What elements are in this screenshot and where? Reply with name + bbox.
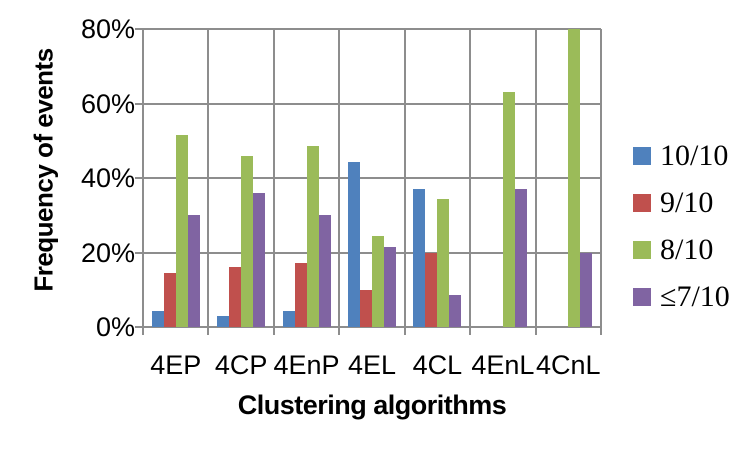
x-tick-label: 4EP [150, 350, 202, 380]
gridline-vertical [338, 29, 341, 327]
legend-label: ≤7/10 [660, 280, 730, 313]
bar-4EL-9/10 [360, 290, 372, 327]
bar-4EnP-9/10 [294, 262, 307, 327]
x-tick-label: 4CL [412, 350, 463, 380]
bar-4CP-≤7/10 [253, 192, 266, 327]
y-tick-label: 40% [80, 163, 135, 193]
x-axis-tick [469, 327, 472, 335]
y-axis-tick [135, 28, 143, 30]
bar-4EnP-≤7/10 [318, 215, 331, 327]
bar-4CP-10/10 [217, 315, 230, 327]
bar-4CnL-8/10 [568, 29, 581, 327]
gridline-vertical [207, 29, 210, 327]
legend-item: 10/10 [633, 139, 730, 172]
gridline-horizontal [143, 326, 601, 328]
y-axis-tick [135, 102, 143, 105]
legend-label: 10/10 [660, 139, 729, 172]
x-tick-label: 4EL [347, 350, 397, 380]
bar-4CP-8/10 [241, 156, 254, 327]
legend-swatch [633, 147, 651, 165]
x-tick-label: 4EnL [471, 350, 535, 380]
legend-label: 8/10 [660, 233, 714, 266]
gridline-vertical [403, 29, 406, 327]
legend-item: 8/10 [633, 233, 730, 266]
bar-4EL-8/10 [372, 236, 384, 327]
x-axis-tick [534, 327, 537, 335]
gridline-horizontal [143, 102, 601, 105]
gridline-vertical [469, 29, 472, 327]
y-tick-label: 80% [80, 14, 135, 44]
y-axis-tick [135, 177, 143, 179]
x-axis-tick [272, 327, 275, 335]
y-axis-tick [135, 326, 143, 328]
y-axis-tick [135, 251, 143, 254]
gridline-horizontal [143, 177, 601, 179]
legend-swatch [633, 288, 651, 306]
bar-4EL-≤7/10 [384, 247, 396, 327]
x-axis-tick [600, 327, 602, 335]
legend: 10/10 9/10 8/10 ≤7/10 [633, 139, 730, 330]
bar-4EnP-8/10 [306, 145, 319, 327]
x-axis-tick [142, 327, 144, 335]
bar-4EnP-10/10 [282, 310, 295, 327]
x-tick-label: 4CP [214, 350, 268, 380]
y-tick-label: 20% [80, 237, 135, 268]
legend-swatch [633, 241, 651, 259]
bar-4EP-≤7/10 [187, 215, 200, 327]
legend-label: 9/10 [660, 186, 714, 219]
x-axis-tick [338, 327, 341, 335]
bar-4CL-9/10 [425, 252, 438, 327]
bar-4CL-8/10 [437, 199, 450, 327]
x-axis-tick [207, 327, 210, 335]
y-tick-label: 60% [80, 88, 135, 119]
x-tick-label: 4CnL [536, 350, 601, 380]
legend-item: ≤7/10 [633, 280, 730, 313]
gridline-vertical [534, 29, 537, 327]
legend-item: 9/10 [633, 186, 730, 219]
bar-4EL-10/10 [348, 161, 360, 327]
bar-4EnL-≤7/10 [514, 189, 527, 327]
bar-4CL-10/10 [413, 188, 426, 327]
gridline-horizontal [143, 28, 601, 30]
bar-4CL-≤7/10 [449, 294, 462, 327]
bar-4CnL-≤7/10 [580, 252, 593, 327]
gridline-vertical [142, 29, 144, 327]
bar-4EP-10/10 [151, 310, 164, 327]
x-tick-label: 4EnP [273, 350, 340, 380]
x-axis-tick [403, 327, 406, 335]
gridline-vertical [600, 29, 602, 327]
gridline-vertical [272, 29, 275, 327]
bar-4EnL-8/10 [502, 92, 515, 327]
bar-4CP-9/10 [229, 267, 242, 327]
bar-4EP-9/10 [163, 272, 176, 327]
y-tick-label: 0% [95, 312, 135, 342]
legend-swatch [633, 194, 651, 212]
bar-4EP-8/10 [175, 134, 188, 327]
x-axis-title: Clustering algorithms [237, 390, 507, 420]
